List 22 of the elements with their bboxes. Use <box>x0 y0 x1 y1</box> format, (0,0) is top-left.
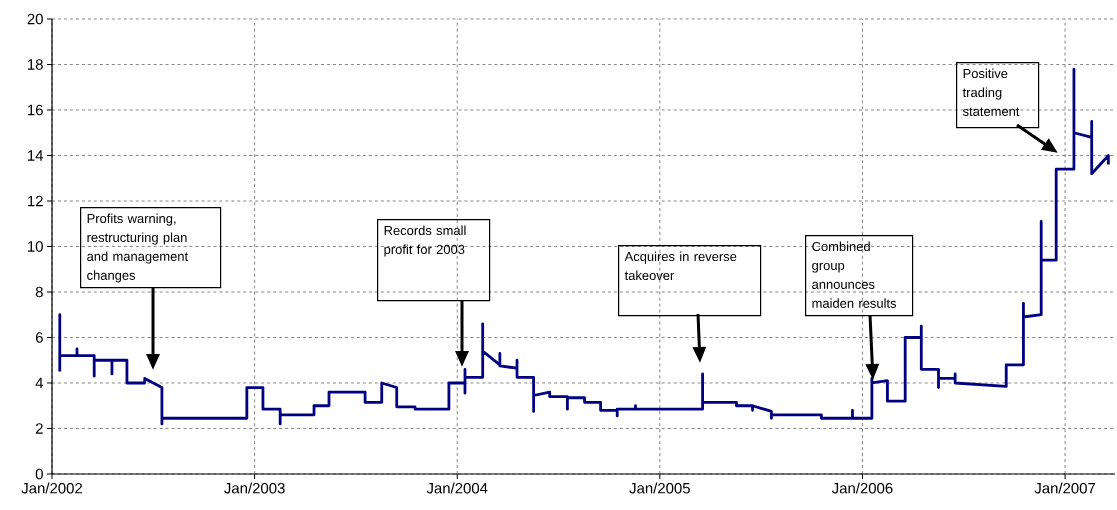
y-tick-label: 2 <box>35 423 43 434</box>
annotation: Acquires in reverse takeover <box>624 251 737 281</box>
y-tick-label: 18 <box>28 59 43 70</box>
y-tick-label: 6 <box>35 332 43 343</box>
y-tick-label: 10 <box>28 241 43 252</box>
x-tick-label: Jan/2006 <box>831 482 893 494</box>
annotation: Records small profit for 2003 <box>384 225 466 257</box>
x-tick-label: Jan/2003 <box>224 482 285 494</box>
y-tick-label: 14 <box>28 150 44 161</box>
y-tick-label: 0 <box>35 468 43 480</box>
annotation: Combined group announces maiden results <box>812 241 897 308</box>
x-tick-label: Jan/2005 <box>629 482 690 494</box>
x-tick-label: Jan/2002 <box>21 482 82 494</box>
y-tick-label: 4 <box>35 377 44 389</box>
y-tick-label: 20 <box>27 13 43 25</box>
x-tick-label: Jan/2004 <box>426 482 488 494</box>
annotation: Positive trading statement <box>962 68 1020 116</box>
y-tick-label: 16 <box>28 104 43 116</box>
x-tick-label: Jan/2007 <box>1034 482 1096 494</box>
y-tick-label: 12 <box>28 195 43 207</box>
annotation: Profits warning, restructuring plan and management changes <box>87 213 189 283</box>
y-tick-label: 8 <box>35 286 43 298</box>
